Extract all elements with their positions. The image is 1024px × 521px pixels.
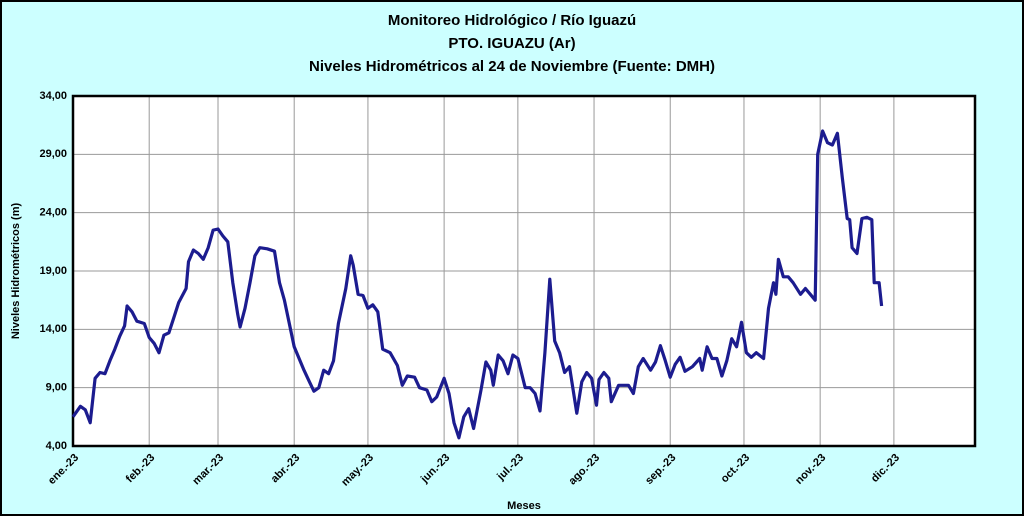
- y-tick-label: 29,00: [39, 148, 67, 160]
- y-tick-label: 34,00: [39, 90, 67, 102]
- y-tick-label: 14,00: [39, 323, 67, 335]
- plot-border: [71, 94, 977, 448]
- y-tick-label: 9,00: [46, 382, 67, 394]
- data-line: [71, 129, 884, 440]
- y-tick-label: 24,00: [39, 207, 67, 219]
- title-line: Monitoreo Hidrológico / Río Iguazú: [388, 12, 636, 29]
- title-line: PTO. IGUAZU (Ar): [448, 35, 575, 52]
- y-tick-label: 19,00: [39, 265, 67, 277]
- y-tick-label: 4,00: [46, 440, 67, 452]
- title-line: Niveles Hidrométricos al 24 de Noviembre…: [309, 58, 715, 75]
- y-axis-title: Niveles Hidrométricos (m): [10, 203, 22, 340]
- x-axis-title: Meses: [507, 500, 541, 512]
